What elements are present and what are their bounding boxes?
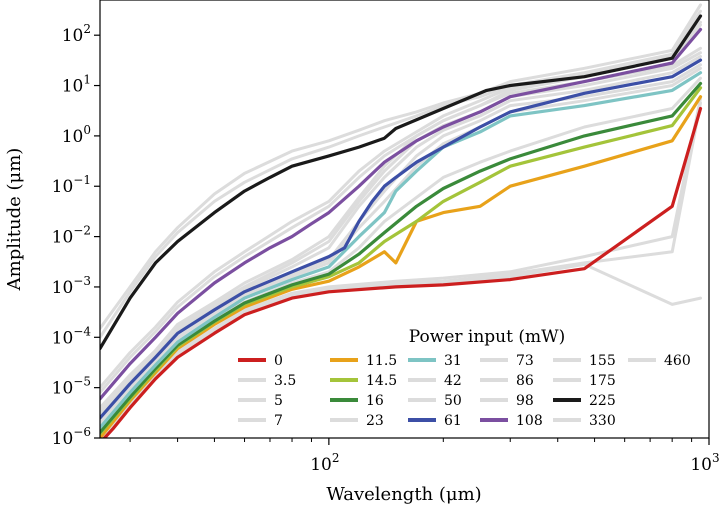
legend-label-155: 155 [589,353,616,369]
legend-label-42: 42 [444,373,462,389]
legend-label-175: 175 [589,373,616,389]
legend-label-225: 225 [589,393,616,409]
series-line-155 [100,23,702,394]
y-tick-label: 10−3 [52,274,91,298]
legend-label-73: 73 [516,353,534,369]
legend-label-50: 50 [444,393,462,409]
legend-label-11.5: 11.5 [366,353,397,369]
legend-title: Power input (mW) [409,327,565,347]
series-line-50 [100,63,702,425]
legend: Power input (mW) 0 3.5 5 7 11.5 14.5 16 23 31 42 5… [238,327,691,429]
legend-label-14.5: 14.5 [366,373,397,389]
x-tick-label: 102 [310,451,339,475]
legend-label-86: 86 [516,373,534,389]
x-tick-label: 103 [690,451,719,475]
series-line-73 [100,54,702,416]
series-line-61 [100,58,703,420]
legend-label-7: 7 [274,413,283,429]
y-tick-label: 10−1 [52,173,91,197]
legend-label-16: 16 [366,393,384,409]
plot-frame [99,0,710,439]
series-line-0 [102,106,703,438]
y-tick-label: 101 [62,73,91,97]
legend-label-5: 5 [274,393,283,409]
x-axis-label: Wavelength (μm) [326,484,481,505]
legend-label-98: 98 [516,393,534,409]
y-tick-label: 102 [62,22,91,46]
legend-label-23: 23 [366,413,384,429]
series-line-460 [100,3,702,330]
y-tick-label: 10−4 [52,324,92,348]
y-tick-label: 100 [62,123,91,147]
tick-layer: 10−6 10−5 10−4 10−3 10−2 10−1 100 101 102 102 103 [52,22,720,475]
legend-label-31: 31 [444,353,462,369]
series-line-98 [100,46,702,410]
legend-label-0: 0 [274,353,283,369]
y-tick-label: 10−2 [52,224,91,248]
legend-label-330: 330 [589,413,616,429]
series-line-225 [100,14,703,351]
y-tick-label: 10−6 [52,425,91,449]
series-line-108 [100,27,703,401]
series-line-16 [100,81,703,434]
series-line-31 [100,71,703,430]
series-layer [100,3,703,438]
legend-label-460: 460 [664,353,691,369]
legend-label-108: 108 [516,413,543,429]
y-tick-label: 10−5 [52,375,91,399]
y-axis-label: Amplitude (μm) [4,148,25,292]
legend-label-61: 61 [444,413,462,429]
legend-label-3.5: 3.5 [274,373,296,389]
